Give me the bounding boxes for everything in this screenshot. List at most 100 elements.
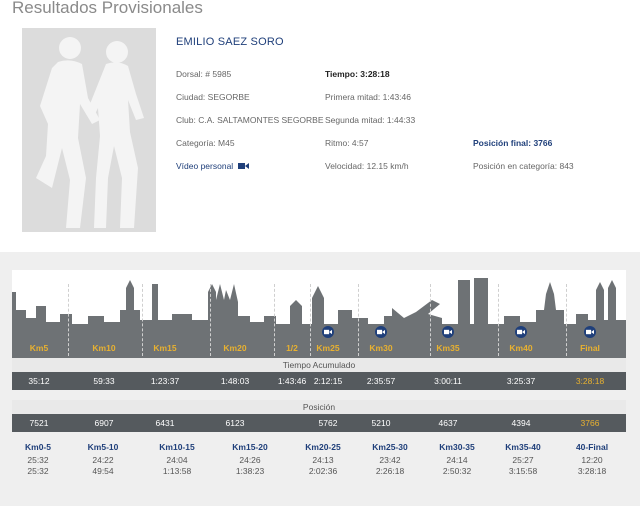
column-divider xyxy=(310,284,311,356)
tiempo-cell: 3:00:11 xyxy=(434,376,462,386)
tiempo-row xyxy=(12,372,626,390)
partial-time: 24:14 xyxy=(446,455,468,465)
partial-cumulative: 3:15:58 xyxy=(508,466,538,476)
checkpoint-label: Km10 xyxy=(92,343,116,353)
column-divider xyxy=(498,284,499,356)
partial-label: Km20-25 xyxy=(305,442,341,452)
posicion-cell: 6123 xyxy=(225,418,245,428)
partial-label: Km25-30 xyxy=(372,442,408,452)
checkpoint-video-icon[interactable] xyxy=(515,326,527,338)
dorsal-text: Dorsal: # 5985 xyxy=(176,69,232,79)
column-divider xyxy=(210,284,211,356)
partial-split: Km0-5 25:32 25:32 xyxy=(6,442,70,476)
partial-cumulative: 2:02:36 xyxy=(308,466,338,476)
tiempo-cell: 1:43:46 xyxy=(277,376,307,386)
checkpoint-label: Km15 xyxy=(153,343,177,353)
partial-label: Km0-5 xyxy=(25,442,51,452)
partial-split: Km5-10 24:22 49:54 xyxy=(71,442,135,476)
city-skyline-graphic xyxy=(12,270,626,358)
partial-split: Km30-35 24:14 2:50:32 xyxy=(425,442,489,476)
partial-cumulative: 25:32 xyxy=(27,466,49,476)
tiempo-cell: 2:12:15 xyxy=(313,376,343,386)
checkpoint-video-icon[interactable] xyxy=(442,326,454,338)
partial-label: Km35-40 xyxy=(505,442,541,452)
checkpoint-label: Km30 xyxy=(369,343,393,353)
partial-time: 12:20 xyxy=(581,455,603,465)
partial-split: Km10-15 24:04 1:13:58 xyxy=(145,442,209,476)
tiempo-cell: 1:23:37 xyxy=(150,376,180,386)
column-divider xyxy=(274,284,275,356)
primera-mitad: Primera mitad: 1:43:46 xyxy=(325,92,411,102)
tiempo-cell: 35:12 xyxy=(28,376,50,386)
posicion-cell: 4394 xyxy=(511,418,531,428)
checkpoint-video-icon[interactable] xyxy=(375,326,387,338)
page-title: Resultados Provisionales xyxy=(12,0,203,17)
checkpoint-label: 1/2 xyxy=(286,343,298,353)
partial-label: Km15-20 xyxy=(232,442,268,452)
partial-label: Km5-10 xyxy=(87,442,119,452)
partial-time: 24:13 xyxy=(312,455,334,465)
posicion-cell: 6907 xyxy=(94,418,114,428)
partial-cumulative: 1:13:58 xyxy=(162,466,192,476)
partial-time: 24:26 xyxy=(239,455,261,465)
checkpoint-label: Km20 xyxy=(223,343,247,353)
posicion-final: Posición final: 3766 xyxy=(473,138,553,148)
partial-cumulative: 2:26:18 xyxy=(375,466,405,476)
tiempo-cell: 59:33 xyxy=(93,376,115,386)
checkpoint-label: Km40 xyxy=(509,343,533,353)
categoria-text: Categoría: M45 xyxy=(176,138,235,148)
video-personal-link[interactable]: Vídeo personal xyxy=(176,161,250,171)
partial-cumulative: 3:28:18 xyxy=(577,466,607,476)
column-divider xyxy=(566,284,567,356)
tiempo-cell: 3:25:37 xyxy=(506,376,536,386)
video-camera-icon xyxy=(238,163,250,169)
column-divider xyxy=(358,284,359,356)
partial-time: 24:22 xyxy=(92,455,114,465)
partial-cumulative: 1:38:23 xyxy=(235,466,265,476)
partial-time: 24:04 xyxy=(166,455,188,465)
partial-split: Km35-40 25:27 3:15:58 xyxy=(491,442,555,476)
partial-cumulative: 49:54 xyxy=(92,466,114,476)
ritmo-text: Ritmo: 4:57 xyxy=(325,138,369,148)
runner-silhouette-image xyxy=(22,28,156,232)
segunda-mitad: Segunda mitad: 1:44:33 xyxy=(325,115,416,125)
posicion-cell: 5210 xyxy=(371,418,391,428)
checkpoint-video-icon[interactable] xyxy=(584,326,596,338)
partial-time: 25:32 xyxy=(27,455,49,465)
tiempo-total: Tiempo: 3:28:18 xyxy=(325,69,390,79)
checkpoint-label: Km25 xyxy=(316,343,340,353)
partial-label: 40-Final xyxy=(575,442,609,452)
ciudad-text: Ciudad: SEGORBE xyxy=(176,92,250,102)
checkpoint-label: Km5 xyxy=(29,343,49,353)
posicion-row xyxy=(12,414,626,432)
tiempo-cell: 1:48:03 xyxy=(220,376,250,386)
posicion-cell: 7521 xyxy=(29,418,49,428)
posicion-header: Posición xyxy=(12,400,626,414)
partial-split: 40-Final 12:20 3:28:18 xyxy=(560,442,624,476)
column-divider xyxy=(430,284,431,356)
posicion-categoria: Posición en categoría: 843 xyxy=(473,161,574,171)
club-text: Club: C.A. SALTAMONTES SEGORBE xyxy=(176,115,324,125)
column-divider xyxy=(68,284,69,356)
posicion-cell: 3766 xyxy=(580,418,600,428)
partial-time: 25:27 xyxy=(512,455,534,465)
video-personal-label: Vídeo personal xyxy=(176,161,234,171)
splits-table: Km5 Km10 Km15 Km20 1/2 Km25 Km30 Km35 Km40 Final … xyxy=(12,270,626,438)
checkpoint-video-icon[interactable] xyxy=(322,326,334,338)
column-divider xyxy=(142,284,143,356)
tiempo-cell: 3:28:18 xyxy=(575,376,605,386)
velocidad-text: Velocidad: 12.15 km/h xyxy=(325,161,409,171)
posicion-cell: 6431 xyxy=(155,418,175,428)
partial-label: Km30-35 xyxy=(439,442,475,452)
partial-label: Km10-15 xyxy=(159,442,195,452)
partial-split: Km15-20 24:26 1:38:23 xyxy=(218,442,282,476)
partial-split: Km20-25 24:13 2:02:36 xyxy=(291,442,355,476)
checkpoint-label: Final xyxy=(580,343,600,353)
posicion-cell: 4637 xyxy=(438,418,458,428)
tiempo-cell: 2:35:57 xyxy=(366,376,396,386)
posicion-cell: 5762 xyxy=(318,418,338,428)
checkpoint-label: Km35 xyxy=(436,343,460,353)
partial-split: Km25-30 23:42 2:26:18 xyxy=(358,442,422,476)
partial-cumulative: 2:50:32 xyxy=(442,466,472,476)
runner-name: EMILIO SAEZ SORO xyxy=(176,36,284,48)
